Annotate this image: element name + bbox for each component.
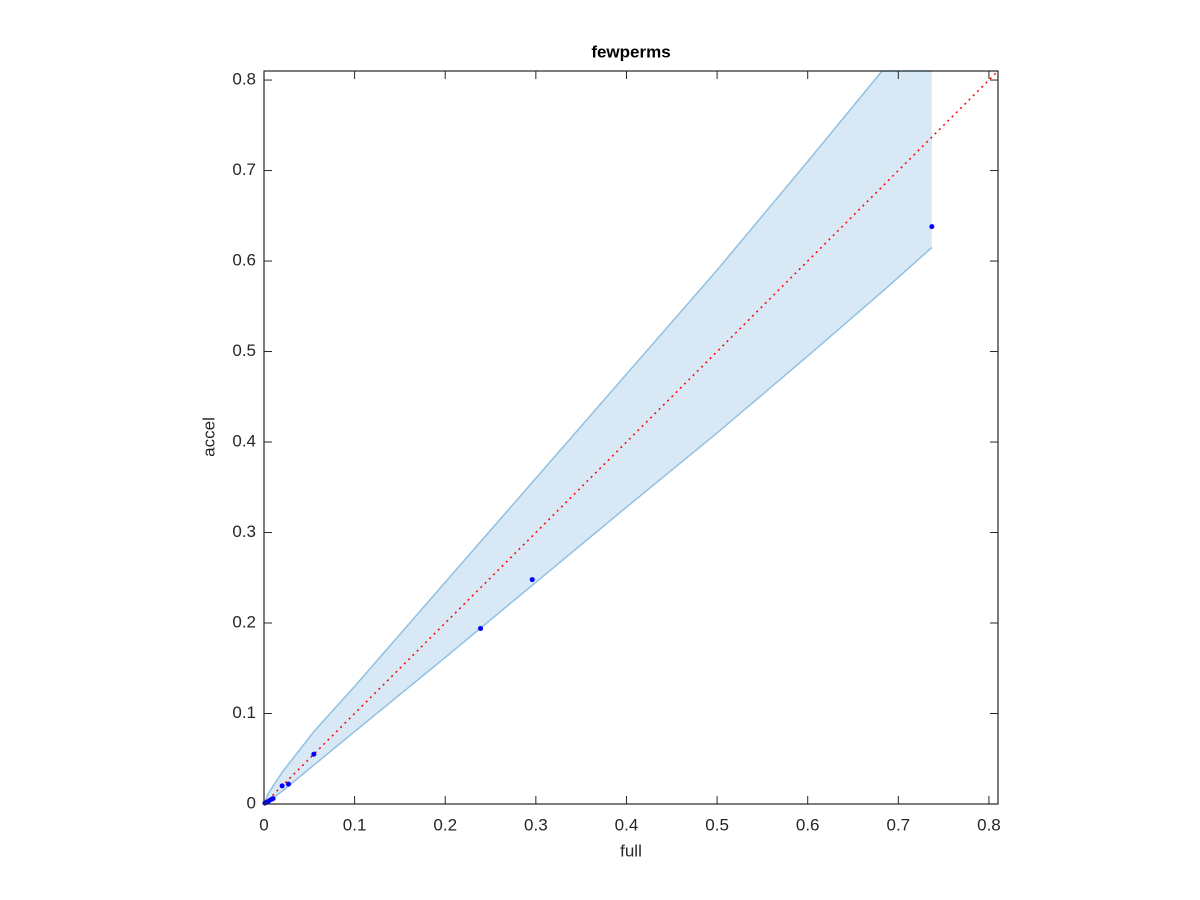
y-tick-label: 0.3 <box>232 522 256 541</box>
data-point <box>478 625 484 631</box>
y-tick-label: 0.6 <box>232 251 256 270</box>
data-point <box>279 783 285 789</box>
x-tick-label: 0.6 <box>796 815 820 834</box>
data-point <box>270 796 276 802</box>
x-tick-label: 0.4 <box>615 815 639 834</box>
axes-box <box>263 70 999 805</box>
y-tick-label: 0.1 <box>232 703 256 722</box>
y-tick-label: 0.5 <box>232 341 256 360</box>
y-tick-label: 0 <box>247 793 256 812</box>
data-point <box>929 224 935 230</box>
band-lower-edge <box>263 246 933 805</box>
y-tick-label: 0.8 <box>232 70 256 89</box>
x-tick-label: 0.7 <box>887 815 911 834</box>
y-tick-label: 0.4 <box>232 432 256 451</box>
reference-line <box>263 70 999 805</box>
x-axis-label: full <box>620 841 642 860</box>
data-point <box>285 781 291 787</box>
y-tick-label: 0.2 <box>232 612 256 631</box>
data-point <box>529 577 535 583</box>
x-tick-label: 0.1 <box>343 815 367 834</box>
data-point <box>311 751 317 757</box>
y-tick-label: 0.7 <box>232 160 256 179</box>
y-axis-label: accel <box>199 417 218 457</box>
x-tick-label: 0 <box>259 815 268 834</box>
x-tick-label: 0.3 <box>524 815 548 834</box>
x-tick-label: 0.8 <box>977 815 1001 834</box>
x-tick-label: 0.5 <box>705 815 729 834</box>
chart-title: fewperms <box>591 42 670 61</box>
band-upper-edge <box>263 70 932 805</box>
confidence-band <box>264 71 932 804</box>
x-tick-label: 0.2 <box>433 815 457 834</box>
